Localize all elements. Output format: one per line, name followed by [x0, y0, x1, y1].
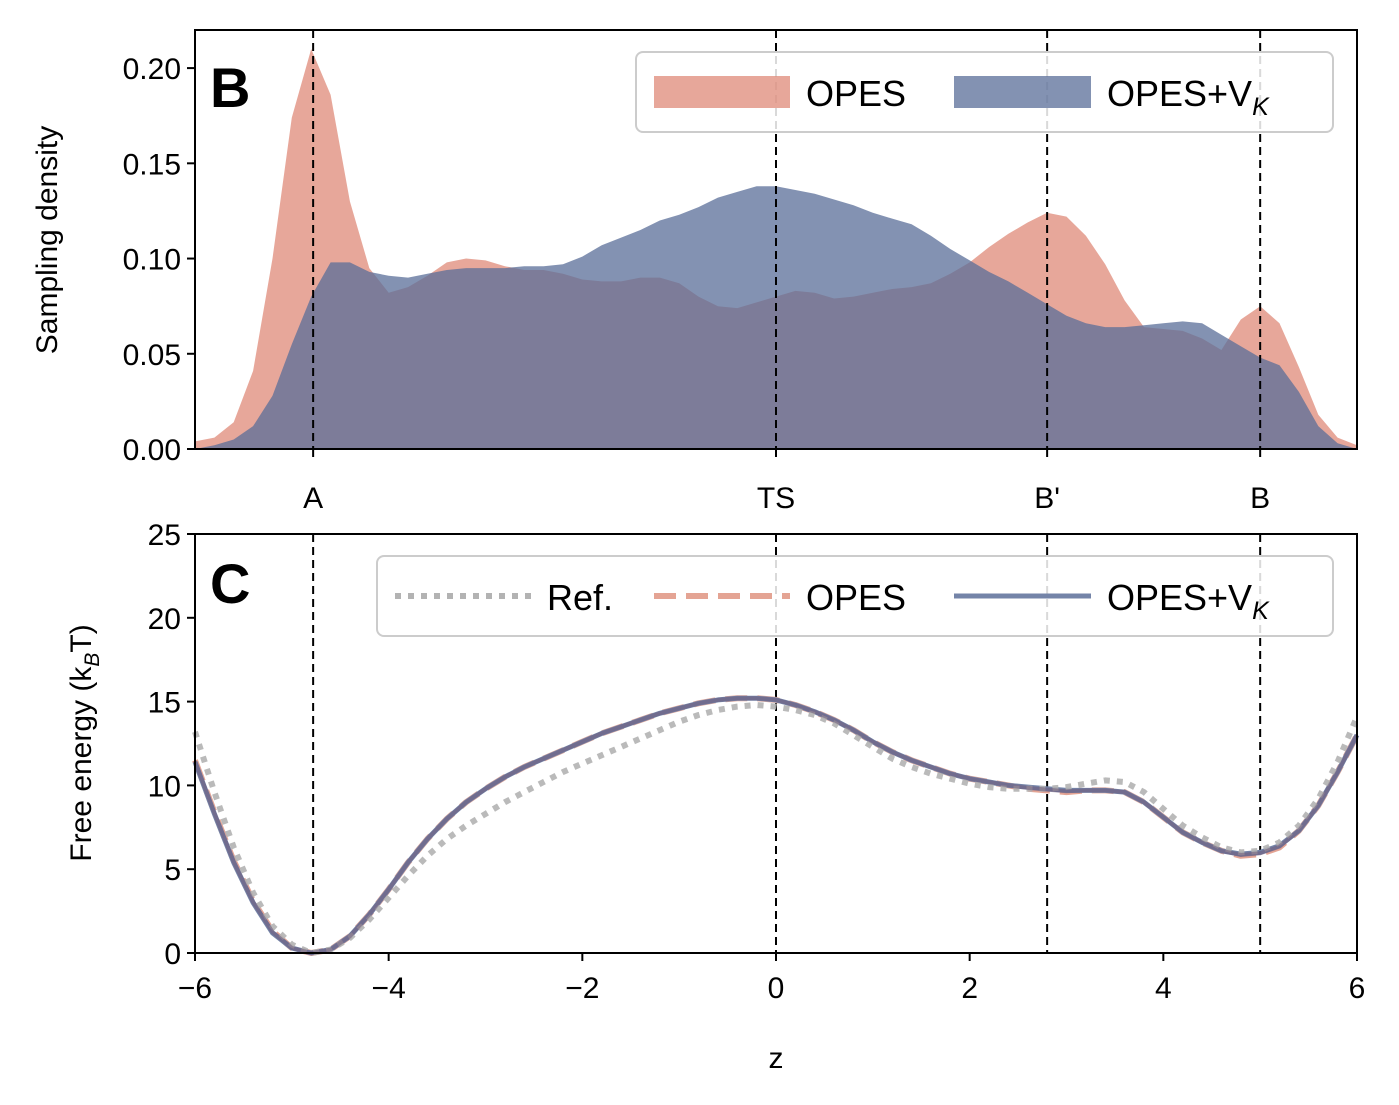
free-energy-lines [192, 695, 1360, 956]
legend-label-opes-vk: OPES+VK [1107, 73, 1270, 121]
y-tick-label-c: 0 [164, 938, 181, 971]
y-tick-label-c: 10 [148, 770, 181, 803]
y-tick-label-c: 20 [148, 603, 181, 636]
legend-label-opes-vk-c-sub: K [1252, 597, 1270, 625]
x-tick-label-c: −4 [372, 972, 406, 1005]
state-label: B' [1034, 482, 1060, 515]
state-labels: A TS B' B [303, 449, 1270, 515]
legend-label-opes-vk-sub: K [1252, 93, 1270, 121]
y-tick-label-b: 0.10 [123, 244, 181, 277]
y-tick-label-b: 0.15 [123, 148, 181, 181]
y-tick-label-c: 15 [148, 687, 181, 720]
panel-letter-c: C [210, 552, 250, 615]
x-tick-label-c: 2 [961, 972, 978, 1005]
x-tick-label-c: −2 [565, 972, 599, 1005]
y-axis-title-c-suffix: T) [65, 624, 98, 652]
legend-swatch-opes [654, 76, 790, 108]
y-axis-title-c: Free energy (kBT) [65, 624, 104, 861]
y-tick-label-b: 0.05 [123, 339, 181, 372]
legend-label-opes: OPES [806, 73, 906, 114]
legend-c: Ref. OPES OPES+VK [376, 555, 1334, 637]
legend-label-opes-c: OPES [806, 577, 906, 618]
legend-label-opes-vk-c: OPES+VK [1107, 577, 1270, 625]
x-tick-label-c: 4 [1155, 972, 1172, 1005]
legend-c-box [376, 555, 1334, 637]
y-axis-ticks-b: 0.00 0.05 0.10 0.15 0.20 [123, 53, 195, 467]
legend-label-opes-vk-c-main: OPES+V [1107, 577, 1252, 618]
panel-b: 0.00 0.05 0.10 0.15 0.20 A TS B' B Sampling den… [31, 29, 1358, 515]
x-tick-label-c: 0 [768, 972, 785, 1005]
y-tick-label-c: 25 [148, 519, 181, 552]
panel-letter-b: B [210, 56, 250, 119]
y-axis-title-c-sub: B [81, 653, 104, 667]
x-axis-ticks-c: −6 −4 −2 0 2 4 6 [178, 953, 1365, 1005]
y-axis-title-b: Sampling density [31, 126, 64, 354]
state-label: B [1250, 482, 1270, 515]
legend-swatch-opes-vk [954, 76, 1091, 108]
legend-label-ref: Ref. [547, 577, 613, 618]
y-tick-label-c: 5 [164, 854, 181, 887]
line-overlap [193, 696, 1359, 956]
y-tick-label-b: 0.00 [123, 434, 181, 467]
state-label: A [303, 482, 323, 515]
legend-label-opes-vk-main: OPES+V [1107, 73, 1252, 114]
x-axis-title-c: z [769, 1042, 784, 1075]
y-tick-label-b: 0.20 [123, 53, 181, 86]
x-tick-label-c: 6 [1349, 972, 1366, 1005]
legend-b: OPES OPES+VK [635, 51, 1334, 133]
y-axis-title-c-main: Free energy (k [65, 666, 98, 862]
y-axis-ticks-c: 0 5 10 15 20 25 [148, 519, 195, 971]
state-label: TS [757, 482, 795, 515]
x-tick-label-c: −6 [178, 972, 212, 1005]
line-ref [192, 702, 1360, 956]
